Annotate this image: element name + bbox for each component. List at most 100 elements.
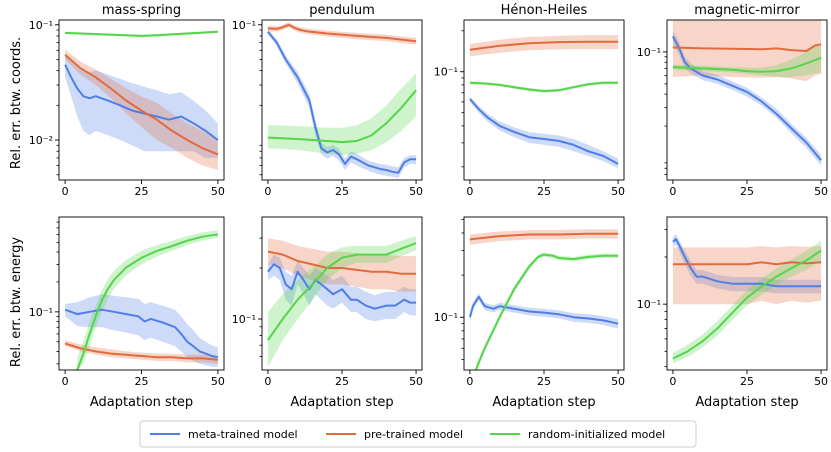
- y-tick-label: 10⁻¹: [637, 46, 661, 59]
- subplot-3: 10⁻¹ 0 25 50 Hénon-Heiles: [434, 3, 625, 198]
- x-tick-label: 0: [669, 185, 676, 198]
- error-band: [267, 238, 417, 292]
- x-tick-label: 50: [409, 375, 423, 388]
- y-tick-label: 10⁻¹: [29, 306, 53, 319]
- x-tick-label: 0: [466, 185, 473, 198]
- subplot-5: 10⁻¹ 0 25 50 Adaptation step: [29, 216, 225, 410]
- legend-frame: [139, 420, 697, 448]
- subplot-2: 10⁻¹ 0 25 50 pendulum: [232, 3, 423, 198]
- y-tick-label: 10⁻¹: [434, 311, 458, 324]
- axes-frame: [463, 216, 625, 371]
- x-tick-label: 50: [211, 375, 225, 388]
- x-tick-label: 25: [335, 375, 349, 388]
- series-line: [672, 249, 822, 360]
- plot-area: [267, 235, 417, 368]
- error-band: [65, 53, 218, 158]
- row-ylabel-energy: Rel. err. btw. energy: [9, 237, 24, 368]
- x-tick-label: 0: [264, 375, 271, 388]
- error-band: [65, 294, 218, 367]
- series-line: [267, 31, 417, 174]
- x-tick-label: 50: [211, 185, 225, 198]
- series-line: [469, 98, 619, 165]
- plot-area: [267, 22, 417, 178]
- error-band: [65, 30, 218, 38]
- subplot-4: 10⁻¹ 0 25 50 magnetic-mirror: [637, 3, 828, 198]
- series-line: [76, 233, 219, 370]
- series-line: [64, 53, 219, 156]
- row-ylabel-coords: Rel. err. btw. coords.: [9, 37, 24, 169]
- x-tick-label: 25: [135, 185, 149, 198]
- series-line: [672, 35, 822, 161]
- axes-frame: [666, 216, 828, 371]
- error-band: [469, 35, 619, 57]
- error-band: [672, 20, 822, 82]
- series-line: [267, 23, 417, 43]
- plot-area: [64, 30, 219, 170]
- x-axis-label: Adaptation step: [90, 395, 193, 410]
- error-band: [267, 29, 417, 178]
- error-band: [469, 96, 619, 169]
- axes-frame: [261, 216, 423, 371]
- x-tick-label: 50: [611, 185, 625, 198]
- subplot-title: magnetic-mirror: [694, 3, 800, 18]
- plot-grid: 10⁻¹ 10⁻² 0 25 50 mass-spring 10⁻¹ 0 25 50 pendulu…: [29, 3, 828, 410]
- subplot-1: 10⁻¹ 10⁻² 0 25 50 mass-spring: [29, 3, 225, 198]
- series-line: [672, 43, 822, 52]
- subplot-7: 10⁻¹ 0 25 50 Adaptation step: [434, 216, 625, 410]
- series-line: [469, 40, 619, 51]
- x-tick-label: 50: [814, 185, 828, 198]
- error-band: [672, 246, 822, 305]
- y-tick-label: 10⁻¹: [637, 298, 661, 311]
- series-line: [64, 64, 219, 141]
- x-tick-label: 0: [669, 375, 676, 388]
- x-tick-label: 25: [740, 185, 754, 198]
- error-band: [469, 293, 619, 329]
- error-band: [77, 230, 218, 370]
- series-line: [267, 242, 417, 341]
- series-line: [469, 81, 619, 93]
- x-tick-label: 0: [264, 185, 271, 198]
- x-tick-label: 25: [335, 185, 349, 198]
- subplot-title: pendulum: [309, 3, 375, 18]
- series-line: [469, 232, 619, 241]
- series-line: [468, 295, 619, 325]
- series-line: [65, 30, 218, 37]
- x-tick-label: 0: [62, 375, 69, 388]
- subplot-6: 10⁻¹ 0 25 50 Adaptation step: [232, 216, 423, 410]
- x-tick-label: 25: [537, 185, 551, 198]
- x-tick-label: 25: [740, 375, 754, 388]
- x-tick-label: 50: [814, 375, 828, 388]
- subplot-title: mass-spring: [102, 3, 181, 18]
- plot-area: [469, 35, 619, 169]
- x-tick-label: 50: [611, 375, 625, 388]
- y-tick-label: 10⁻¹: [232, 19, 256, 32]
- series-line: [672, 56, 822, 73]
- plot-area: [468, 229, 619, 370]
- plot-area: [64, 230, 219, 370]
- series-line: [64, 342, 218, 361]
- series-line: [267, 89, 417, 144]
- series-line: [474, 253, 619, 370]
- x-axis-label: Adaptation step: [695, 395, 798, 410]
- error-band: [267, 73, 417, 156]
- axes-frame: [58, 19, 225, 181]
- y-tick-label: 10⁻¹: [434, 66, 458, 79]
- x-tick-label: 0: [466, 375, 473, 388]
- x-tick-label: 25: [537, 375, 551, 388]
- series-line: [267, 250, 417, 275]
- x-tick-label: 25: [135, 375, 149, 388]
- series-line: [672, 238, 822, 288]
- plot-area: [672, 234, 822, 364]
- legend-label-pre: pre-trained model: [364, 428, 463, 441]
- y-tick-label: 10⁻²: [29, 134, 53, 147]
- legend-label-random: random-initialized model: [528, 428, 665, 441]
- subplot-8: 10⁻¹ 0 25 50 Adaptation step: [637, 216, 828, 410]
- error-band: [267, 22, 417, 45]
- series-line: [64, 308, 219, 359]
- axes-frame: [261, 19, 423, 181]
- x-axis-label: Adaptation step: [290, 395, 393, 410]
- x-tick-label: 50: [409, 185, 423, 198]
- error-band: [267, 254, 417, 322]
- x-tick-label: 0: [62, 185, 69, 198]
